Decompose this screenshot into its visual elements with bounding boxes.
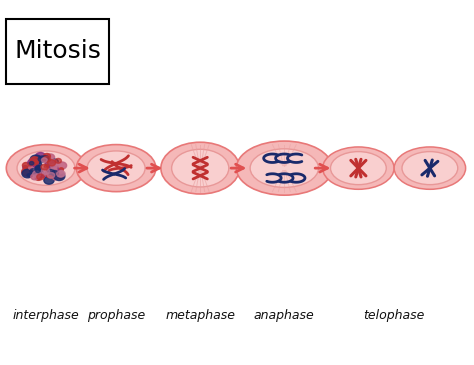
Circle shape (37, 163, 42, 166)
Circle shape (53, 159, 58, 164)
Circle shape (28, 162, 32, 166)
Circle shape (45, 173, 48, 175)
Circle shape (35, 166, 42, 171)
Ellipse shape (323, 147, 394, 189)
Circle shape (46, 170, 56, 178)
Text: interphase: interphase (13, 309, 80, 322)
Text: telophase: telophase (364, 309, 425, 322)
Ellipse shape (402, 151, 458, 185)
Circle shape (57, 170, 62, 174)
Circle shape (29, 161, 34, 165)
Circle shape (55, 158, 62, 163)
Circle shape (50, 166, 58, 173)
Circle shape (57, 162, 67, 169)
Circle shape (28, 159, 38, 166)
Text: metaphase: metaphase (165, 309, 235, 322)
Circle shape (30, 155, 42, 164)
Circle shape (51, 164, 57, 169)
Circle shape (51, 170, 58, 176)
Circle shape (50, 168, 57, 174)
Circle shape (34, 165, 38, 168)
Circle shape (22, 168, 33, 176)
Circle shape (46, 163, 57, 171)
Circle shape (36, 169, 40, 173)
Circle shape (44, 165, 48, 168)
Circle shape (32, 161, 38, 165)
Circle shape (41, 168, 49, 174)
Ellipse shape (161, 142, 239, 194)
Circle shape (45, 160, 55, 167)
Circle shape (52, 169, 58, 174)
Circle shape (50, 171, 56, 175)
Circle shape (33, 169, 42, 176)
Circle shape (36, 153, 46, 161)
Circle shape (35, 176, 42, 180)
Circle shape (48, 165, 54, 169)
Circle shape (22, 162, 30, 168)
Circle shape (39, 173, 46, 178)
Circle shape (58, 174, 64, 179)
Ellipse shape (250, 149, 319, 187)
Circle shape (36, 170, 44, 176)
Circle shape (48, 168, 52, 171)
Text: anaphase: anaphase (254, 309, 315, 322)
Circle shape (47, 168, 55, 174)
Circle shape (22, 169, 33, 178)
Ellipse shape (237, 141, 332, 195)
Circle shape (46, 154, 55, 161)
Circle shape (44, 154, 50, 159)
Text: prophase: prophase (87, 309, 145, 322)
Circle shape (31, 174, 39, 180)
Circle shape (56, 174, 60, 177)
Circle shape (41, 158, 47, 162)
Ellipse shape (394, 147, 465, 189)
Circle shape (31, 161, 38, 166)
Ellipse shape (87, 151, 145, 185)
Circle shape (30, 157, 39, 164)
Circle shape (57, 170, 65, 177)
Circle shape (33, 171, 41, 177)
FancyBboxPatch shape (6, 19, 109, 84)
Ellipse shape (172, 149, 229, 187)
Circle shape (56, 171, 64, 177)
Ellipse shape (76, 145, 156, 192)
Circle shape (53, 176, 57, 180)
Circle shape (35, 170, 39, 173)
Circle shape (46, 169, 57, 178)
Circle shape (44, 176, 54, 184)
Circle shape (48, 169, 55, 174)
Circle shape (46, 169, 51, 173)
Circle shape (43, 156, 51, 162)
Circle shape (29, 166, 33, 169)
Circle shape (41, 164, 48, 170)
Circle shape (49, 160, 57, 166)
Ellipse shape (330, 151, 386, 185)
Circle shape (42, 172, 47, 175)
Circle shape (30, 169, 36, 174)
Text: Mitosis: Mitosis (14, 39, 101, 63)
Circle shape (59, 168, 64, 171)
Circle shape (60, 171, 63, 173)
Circle shape (23, 166, 27, 169)
Circle shape (27, 174, 31, 177)
Circle shape (47, 173, 55, 178)
Circle shape (37, 174, 44, 180)
Circle shape (38, 156, 46, 162)
Circle shape (49, 166, 53, 170)
Ellipse shape (6, 145, 86, 192)
Circle shape (36, 165, 41, 169)
Circle shape (54, 172, 65, 181)
Circle shape (56, 163, 59, 165)
Circle shape (47, 160, 55, 166)
Circle shape (32, 161, 38, 165)
Ellipse shape (17, 151, 75, 185)
Circle shape (42, 156, 49, 161)
Circle shape (36, 166, 40, 170)
